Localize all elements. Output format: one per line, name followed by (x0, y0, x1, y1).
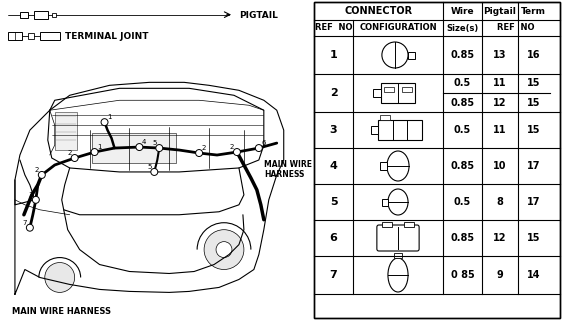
Text: 5: 5 (330, 197, 337, 207)
FancyBboxPatch shape (377, 225, 419, 251)
Bar (40, 32, 60, 40)
Circle shape (216, 242, 232, 258)
Circle shape (233, 148, 241, 156)
Circle shape (136, 144, 143, 150)
Circle shape (101, 119, 108, 126)
Text: 9: 9 (496, 270, 503, 280)
Bar (92, 133, 176, 163)
Text: 5: 5 (152, 140, 156, 146)
Circle shape (45, 262, 75, 292)
Text: 4: 4 (330, 161, 338, 171)
Text: 2: 2 (35, 167, 39, 173)
Text: 10: 10 (493, 161, 506, 171)
Text: 15: 15 (527, 233, 541, 243)
Bar (382, 198, 388, 205)
Circle shape (255, 145, 262, 152)
Text: 0.5: 0.5 (454, 78, 471, 89)
Text: 16: 16 (527, 50, 541, 60)
Circle shape (38, 172, 46, 179)
Ellipse shape (388, 189, 408, 215)
Bar (55, 112, 76, 150)
Text: 6: 6 (261, 140, 266, 146)
Circle shape (204, 230, 244, 269)
Text: 0.85: 0.85 (450, 98, 474, 108)
Text: 15: 15 (527, 98, 541, 108)
Bar (373, 89, 381, 97)
Text: CONNECTOR: CONNECTOR (345, 6, 413, 16)
Text: REF  NO: REF NO (497, 23, 534, 33)
Text: 15: 15 (527, 78, 541, 89)
Ellipse shape (387, 151, 409, 181)
Bar (394, 253, 402, 258)
Text: 0.5: 0.5 (454, 125, 471, 135)
Bar (52, 13, 56, 17)
Text: 17: 17 (527, 161, 541, 171)
Bar (28, 33, 34, 38)
Circle shape (151, 168, 158, 175)
Text: PIGTAIL: PIGTAIL (239, 11, 278, 20)
Text: 3: 3 (29, 192, 33, 198)
Text: TERMINAL JOINT: TERMINAL JOINT (65, 32, 148, 41)
Text: 11: 11 (493, 125, 506, 135)
Bar (382, 222, 392, 227)
Text: 8: 8 (496, 197, 503, 207)
Text: 1: 1 (97, 144, 102, 150)
Text: REF  NO: REF NO (315, 23, 352, 33)
Circle shape (91, 148, 98, 156)
Text: Wire: Wire (451, 6, 474, 15)
Text: 7: 7 (22, 220, 27, 226)
Bar (380, 162, 387, 170)
Circle shape (196, 149, 202, 156)
Circle shape (382, 42, 408, 68)
Bar (378, 120, 422, 140)
Text: 14: 14 (527, 270, 541, 280)
Text: MAIN WIRE
HARNESS: MAIN WIRE HARNESS (264, 160, 312, 180)
Ellipse shape (388, 258, 408, 292)
Text: 0.85: 0.85 (450, 50, 474, 60)
Text: 7: 7 (330, 270, 337, 280)
Text: 12: 12 (493, 233, 506, 243)
Text: 4: 4 (142, 139, 147, 145)
Text: 12: 12 (493, 98, 506, 108)
Bar (34, 11, 48, 19)
Text: Term: Term (522, 6, 546, 15)
Bar (404, 222, 414, 227)
Circle shape (33, 196, 39, 203)
Text: 0.85: 0.85 (450, 161, 474, 171)
Bar (408, 52, 415, 59)
Text: 17: 17 (527, 197, 541, 207)
Text: 2: 2 (202, 145, 206, 151)
Bar (401, 87, 411, 92)
Bar (381, 83, 415, 103)
Text: 2: 2 (230, 144, 234, 150)
Text: Pigtail: Pigtail (483, 6, 516, 15)
Bar (20, 12, 28, 18)
Text: 3: 3 (330, 125, 337, 135)
Bar (371, 126, 378, 134)
Text: 1: 1 (330, 50, 337, 60)
Text: Size(s): Size(s) (446, 23, 478, 33)
Text: 5: 5 (147, 164, 152, 170)
Text: CONFIGURATION: CONFIGURATION (359, 23, 437, 33)
Text: 0 85: 0 85 (451, 270, 474, 280)
Text: 0.85: 0.85 (450, 233, 474, 243)
Bar (384, 87, 395, 92)
Bar (8, 32, 22, 40)
Text: 13: 13 (493, 50, 506, 60)
Text: MAIN WIRE HARNESS: MAIN WIRE HARNESS (12, 307, 111, 316)
Circle shape (156, 145, 163, 152)
Circle shape (71, 155, 78, 162)
Circle shape (26, 224, 33, 231)
Text: 1: 1 (107, 114, 112, 120)
Text: 2: 2 (330, 88, 337, 98)
Text: 2: 2 (67, 150, 72, 156)
Text: 6: 6 (330, 233, 338, 243)
Text: 0.5: 0.5 (454, 197, 471, 207)
Text: 15: 15 (527, 125, 541, 135)
Text: 11: 11 (493, 78, 506, 89)
Bar (380, 115, 390, 120)
